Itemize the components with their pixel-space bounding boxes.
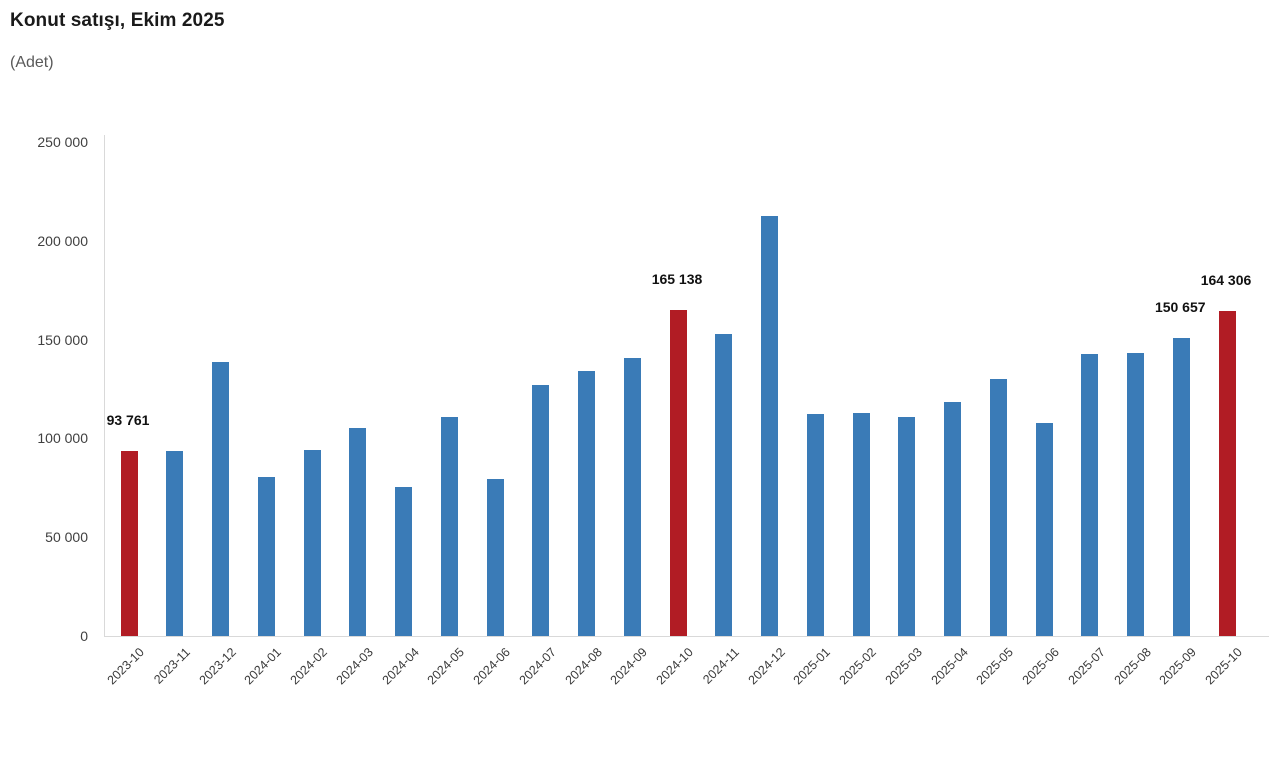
chart-title: Konut satışı, Ekim 2025 bbox=[10, 10, 225, 31]
y-tick-label-100000: 100 000 bbox=[37, 430, 88, 447]
data-label-2025-10: 164 306 bbox=[1200, 272, 1252, 289]
bar-2024-12 bbox=[761, 215, 778, 636]
y-tick-label-200000: 200 000 bbox=[37, 232, 88, 249]
bar-2025-08 bbox=[1127, 352, 1144, 636]
bar-2024-06 bbox=[486, 479, 504, 636]
bar-2024-10 bbox=[669, 309, 687, 636]
plot-area bbox=[104, 135, 1269, 637]
bar-2024-03 bbox=[349, 427, 367, 636]
bar-2025-10 bbox=[1218, 311, 1236, 636]
chart-canvas: Konut satışı, Ekim 2025 (Adet) 0 50 000 10… bbox=[10, 10, 1269, 687]
bar-2024-02 bbox=[303, 450, 321, 636]
bar-2024-01 bbox=[257, 477, 275, 636]
bar-2025-03 bbox=[898, 417, 916, 636]
bar-2025-07 bbox=[1081, 353, 1099, 636]
bar-2024-11 bbox=[715, 333, 733, 636]
bar-2025-04 bbox=[944, 402, 961, 636]
bar-2025-02 bbox=[852, 413, 870, 636]
bar-2025-09 bbox=[1172, 338, 1190, 636]
bar-2023-10 bbox=[120, 450, 138, 636]
y-tick-label-250000: 250 000 bbox=[37, 134, 88, 150]
y-tick-label-50000: 50 000 bbox=[45, 529, 88, 546]
bar-2024-04 bbox=[395, 486, 412, 636]
data-label-2024-10: 165 138 bbox=[651, 270, 703, 287]
bar-2024-09 bbox=[623, 357, 641, 636]
bar-2024-05 bbox=[440, 417, 458, 636]
bar-2024-08 bbox=[578, 370, 595, 636]
bar-2025-06 bbox=[1035, 423, 1053, 636]
bar-2024-07 bbox=[532, 384, 550, 636]
bar-2025-05 bbox=[989, 379, 1007, 636]
y-tick-label-150000: 150 000 bbox=[37, 331, 88, 348]
bar-2023-12 bbox=[212, 362, 229, 636]
chart-subtitle: (Adet) bbox=[10, 54, 54, 71]
bar-2023-11 bbox=[166, 451, 184, 636]
y-tick-label-0: 0 bbox=[80, 628, 88, 644]
bar-2025-01 bbox=[806, 414, 824, 636]
data-label-2023-10: 93 761 bbox=[106, 411, 150, 428]
data-label-2025-09: 150 657 bbox=[1154, 299, 1206, 316]
